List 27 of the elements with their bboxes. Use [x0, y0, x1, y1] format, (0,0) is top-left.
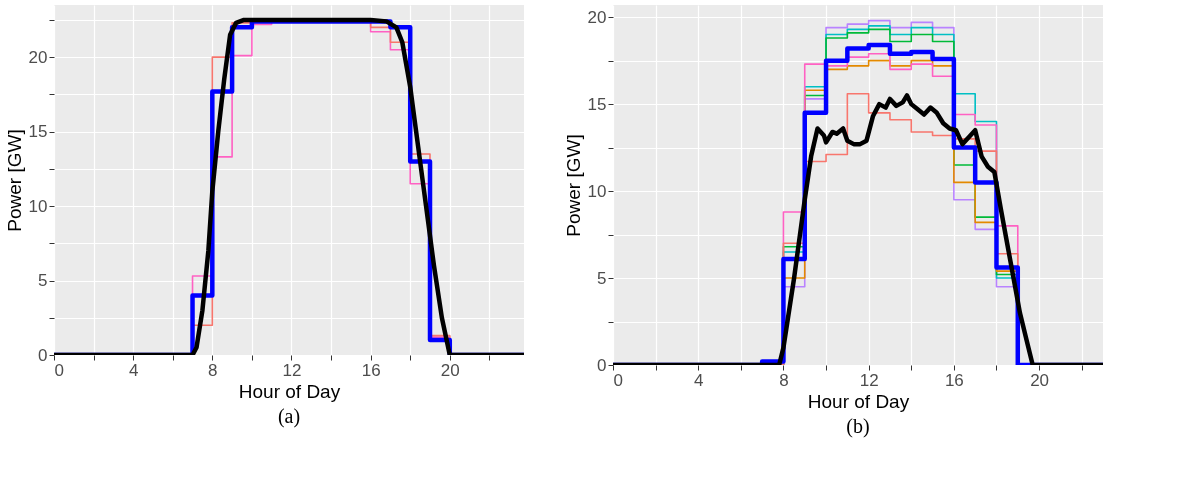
x-tick-label: 16	[361, 360, 381, 380]
x-tick-label: 0	[613, 370, 623, 390]
y-tick-label: 5	[597, 268, 607, 288]
y-tick-label: 15	[587, 94, 607, 114]
x-tick-label: 12	[282, 360, 302, 380]
text: (b)	[846, 415, 870, 438]
y-tick-label: 20	[28, 47, 48, 67]
y-tick-label: 15	[28, 122, 48, 142]
y-tick-label: 0	[38, 345, 48, 365]
y-axis-title: Power [GW]	[562, 134, 584, 237]
x-tick-label: 8	[779, 370, 789, 390]
y-tick-label: 20	[587, 7, 607, 27]
x-tick-label: 4	[128, 360, 139, 380]
text: (a)	[277, 405, 301, 428]
y-tick-label: 5	[38, 271, 48, 291]
x-axis-title: Hour of Day	[807, 390, 910, 412]
x-axis-title: Hour of Day	[238, 380, 341, 402]
y-tick-label: 10	[28, 196, 48, 216]
x-tick-label: 4	[693, 370, 704, 390]
x-tick-label: 8	[208, 360, 218, 380]
x-tick-label: 12	[859, 370, 879, 390]
x-tick-label: 16	[944, 370, 964, 390]
y-tick-label: 10	[587, 181, 607, 201]
y-axis-title: Power [GW]	[3, 129, 25, 232]
x-tick-label: 0	[54, 360, 64, 380]
x-tick-label: 20	[1030, 370, 1050, 390]
x-tick-label: 20	[440, 360, 460, 380]
